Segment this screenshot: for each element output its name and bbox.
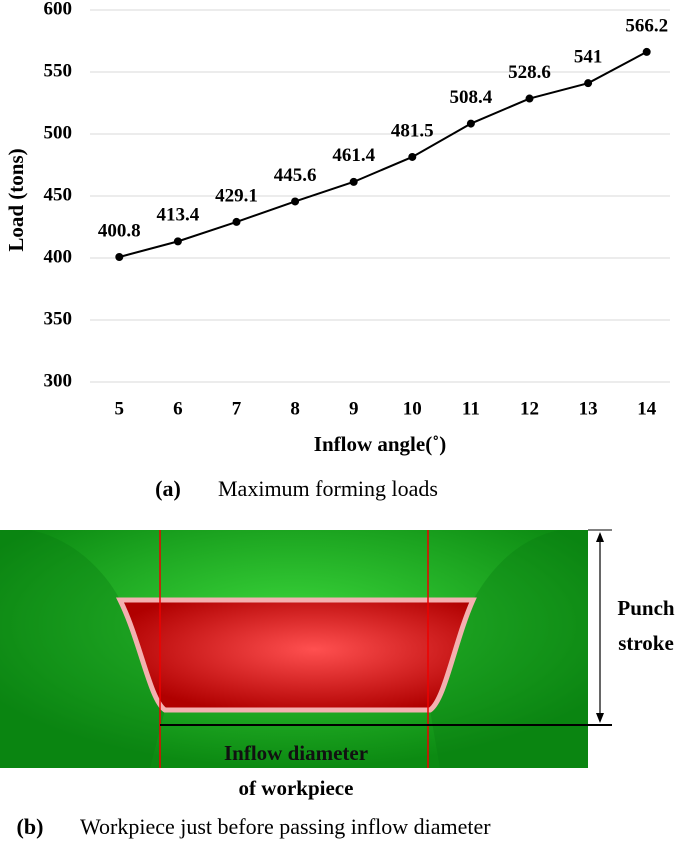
y-axis-title: Load (tons) xyxy=(4,148,28,251)
point xyxy=(291,197,300,206)
caption-b: (b) Workpiece just before passing inflow… xyxy=(17,814,492,839)
die-shade xyxy=(430,530,588,768)
point xyxy=(584,79,593,88)
stroke-label: Punch xyxy=(617,596,675,620)
diameter-label: of workpiece xyxy=(239,776,354,800)
x-tick-label: 11 xyxy=(462,398,480,419)
data-label: 481.5 xyxy=(391,120,434,141)
point xyxy=(642,47,651,56)
x-tick-label: 10 xyxy=(403,398,422,419)
diameter-label: Inflow diameter xyxy=(224,741,368,765)
data-label: 445.6 xyxy=(274,165,317,186)
data-label: 429.1 xyxy=(215,185,258,206)
stroke-label: stroke xyxy=(618,631,674,655)
y-tick-label: 300 xyxy=(44,370,73,391)
y-tick-label: 550 xyxy=(44,60,73,81)
workpiece xyxy=(115,597,477,713)
y-tick-label: 500 xyxy=(44,122,73,143)
caption-label: (b) xyxy=(17,814,44,839)
y-tick-label: 400 xyxy=(44,246,73,267)
caption-a: (a) Maximum forming loads xyxy=(155,476,438,501)
x-tick-label: 12 xyxy=(520,398,539,419)
point xyxy=(232,217,241,226)
data-label: 461.4 xyxy=(332,145,375,166)
point xyxy=(115,253,124,262)
y-tick-label: 450 xyxy=(44,184,73,205)
x-tick-label: 6 xyxy=(173,398,183,419)
caption-text: Maximum forming loads xyxy=(218,476,438,501)
point xyxy=(408,152,417,161)
data-label: 400.8 xyxy=(98,220,141,241)
data-label: 541 xyxy=(574,47,603,68)
point xyxy=(466,119,475,128)
x-tick-label: 7 xyxy=(232,398,242,419)
data-label: 566.2 xyxy=(625,15,668,36)
point xyxy=(173,237,182,246)
diagram: Punch stroke Inflow diameter of workpiec… xyxy=(0,529,675,800)
point xyxy=(349,177,358,186)
data-label: 528.6 xyxy=(508,62,551,83)
line xyxy=(119,51,648,258)
x-tick-label: 14 xyxy=(637,398,657,419)
die-shade xyxy=(0,530,165,768)
point xyxy=(525,94,534,103)
x-tick-label: 8 xyxy=(290,398,300,419)
data-label: 413.4 xyxy=(157,205,200,226)
data-label: 508.4 xyxy=(450,87,493,108)
caption-text: Workpiece just before passing inflow dia… xyxy=(80,814,491,839)
x-tick-label: 13 xyxy=(579,398,598,419)
x-tick-label: 9 xyxy=(349,398,359,419)
x-axis-title: Inflow angle(˚) xyxy=(314,432,446,456)
y-tick-label: 350 xyxy=(44,308,73,329)
y-tick-label: 600 xyxy=(44,0,73,19)
x-tick-label: 5 xyxy=(115,398,125,419)
caption-label: (a) xyxy=(155,476,181,501)
